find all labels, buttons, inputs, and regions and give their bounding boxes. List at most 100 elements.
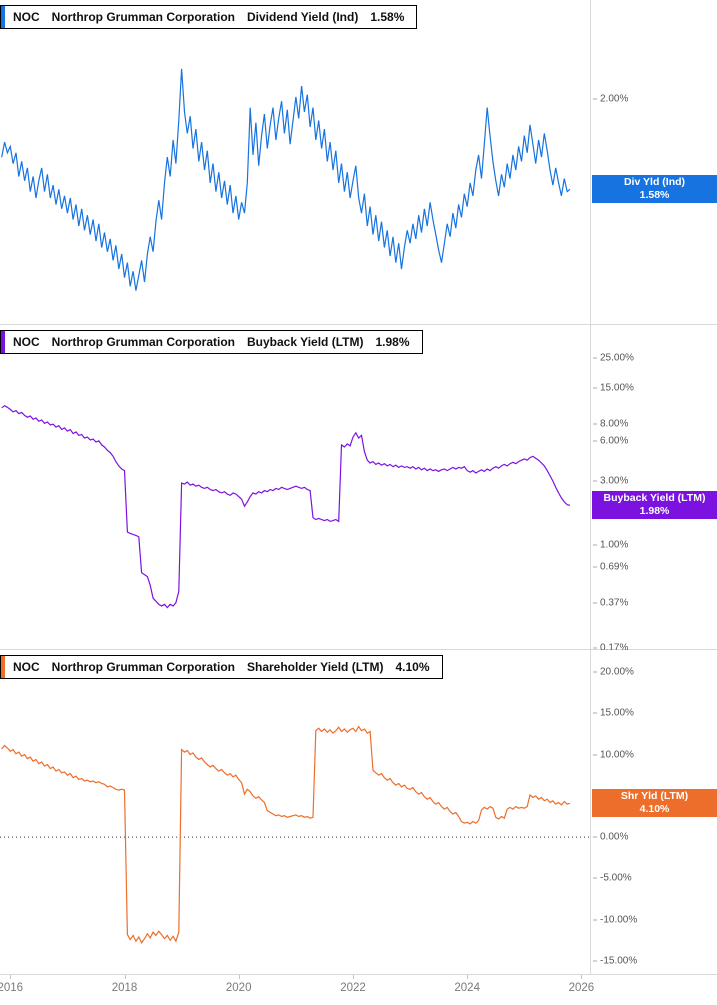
x-axis-tick-label: 2024 [454,982,480,994]
x-axis-tick-label: 2018 [111,982,138,994]
tick-mark [593,919,597,921]
buyback-yield-plot-area[interactable] [0,325,590,650]
y-axis-tick: -5.00% [593,873,632,884]
y-axis-tick-label: 6.00% [600,435,629,447]
badge-label: Div Yld (Ind) [623,175,686,188]
tick-mark [593,357,597,359]
y-axis-tick: 10.00% [593,749,634,760]
x-axis-tick-label: 2020 [225,982,252,994]
y-axis-tick-label: 0.37% [600,597,629,609]
y-axis-tick: 20.00% [593,667,634,678]
y-axis-tick: 0.69% [593,561,628,572]
y-axis-tick: 6.00% [593,435,628,446]
x-axis-tick-mark [124,975,126,979]
y-axis-tick-label: 0.17% [600,642,629,654]
y-axis-tick: 1.00% [593,540,628,551]
y-axis-tick-label: -10.00% [600,914,638,926]
y-axis-tick-label: 20.00% [600,666,634,678]
chart-header-shareholder-yield[interactable]: NOC Northrop Grumman Corporation Shareho… [0,655,443,679]
tick-mark [593,480,597,482]
x-axis-tick-mark [581,975,583,979]
tick-mark [593,754,597,756]
company-name: Northrop Grumman Corporation [51,660,235,674]
y-axis-tick-label: 2.00% [600,93,629,105]
tick-mark [593,602,597,604]
chart-header-dividend-yield[interactable]: NOC Northrop Grumman Corporation Dividen… [0,5,418,29]
y-axis-tick-label: 0.00% [600,831,629,843]
series-color-accent [1,331,5,353]
series-color-accent [1,656,5,678]
y-axis-tick: 8.00% [593,419,628,430]
tick-mark [593,566,597,567]
badge-label: Buyback Yield (LTM) [603,491,706,504]
metric-value: 1.98% [375,335,410,349]
chart-header-buyback-yield[interactable]: NOC Northrop Grumman Corporation Buyback… [0,330,423,354]
x-axis-tick-label: 2016 [0,982,24,994]
y-axis-tick-label: 15.00% [600,382,634,394]
series-line [1,404,571,609]
y-axis-shareholder-yield: Shr Yld (LTM) 4.10% 20.00%15.00%10.00%5.… [590,650,717,974]
tick-mark [593,712,597,714]
chart-panel-dividend-yield: NOC Northrop Grumman Corporation Dividen… [0,0,717,325]
y-axis-tick-label: 10.00% [600,749,634,761]
last-value-badge-buyback-yield: Buyback Yield (LTM) 1.98% [592,491,717,520]
ticker-symbol: NOC [13,335,40,349]
y-axis-tick: -15.00% [593,956,637,967]
tick-mark [593,440,597,442]
tick-mark [593,544,597,546]
y-axis-tick: -10.00% [593,914,637,925]
tick-mark [593,671,597,673]
tick-mark [593,877,597,879]
company-name: Northrop Grumman Corporation [51,10,235,24]
x-axis-tick-label: 2022 [340,982,366,994]
y-axis-tick-label: 15.00% [600,707,634,719]
ticker-symbol: NOC [13,660,40,674]
series-color-accent [1,6,5,28]
y-axis-tick: 0.37% [593,597,628,608]
x-axis-tick-mark [467,975,469,979]
tick-mark [593,960,597,962]
dividend-yield-line-chart[interactable] [0,0,590,325]
dividend-yield-plot-area[interactable] [0,0,590,325]
y-axis-tick-label: -15.00% [600,955,638,967]
ticker-symbol: NOC [13,10,40,24]
x-axis-tick-mark [10,975,12,979]
company-name: Northrop Grumman Corporation [51,335,235,349]
tick-mark [593,98,597,100]
y-axis-tick-label: 3.00% [600,475,629,487]
series-line [1,725,571,944]
tick-mark [593,387,597,389]
y-axis-dividend-yield: Div Yld (Ind) 1.58% 2.00% [590,0,717,324]
tick-mark [593,647,597,649]
shareholder-yield-plot-area[interactable] [0,650,590,975]
last-value-badge-shareholder-yield: Shr Yld (LTM) 4.10% [592,789,717,818]
badge-value: 1.98% [639,505,670,518]
chart-panel-buyback-yield: NOC Northrop Grumman Corporation Buyback… [0,325,717,653]
x-axis-tick-mark [353,975,354,979]
metric-value: 1.58% [370,10,405,24]
y-axis-tick: 0.17% [593,642,628,653]
y-axis-tick: 3.00% [593,476,628,487]
badge-label: Shr Yld (LTM) [620,789,689,802]
y-axis-tick-label: 25.00% [600,352,634,364]
x-axis-tick-label: 2026 [568,982,595,994]
y-axis-tick-label: 0.69% [600,561,629,572]
badge-value: 4.10% [639,803,670,816]
series-line [1,68,571,291]
x-axis-tick-mark [238,975,240,979]
y-axis-tick: 0.00% [593,832,628,843]
metric-value: 4.10% [395,660,430,674]
chart-panel-shareholder-yield: NOC Northrop Grumman Corporation Shareho… [0,650,717,975]
y-axis-tick: 15.00% [593,382,634,393]
shareholder-yield-line-chart[interactable] [0,650,590,975]
metric-name: Shareholder Yield (LTM) [247,660,384,674]
y-axis-tick: 15.00% [593,708,634,719]
tick-mark [593,423,597,425]
x-axis: 2016 2018 2020 2022 2024 2026 [0,975,717,1005]
metric-name: Buyback Yield (LTM) [247,335,364,349]
buyback-yield-line-chart[interactable] [0,325,590,650]
badge-value: 1.58% [639,189,670,202]
y-axis-tick: 25.00% [593,353,634,364]
last-value-badge-dividend-yield: Div Yld (Ind) 1.58% [592,175,717,204]
y-axis-tick: 2.00% [593,94,628,105]
